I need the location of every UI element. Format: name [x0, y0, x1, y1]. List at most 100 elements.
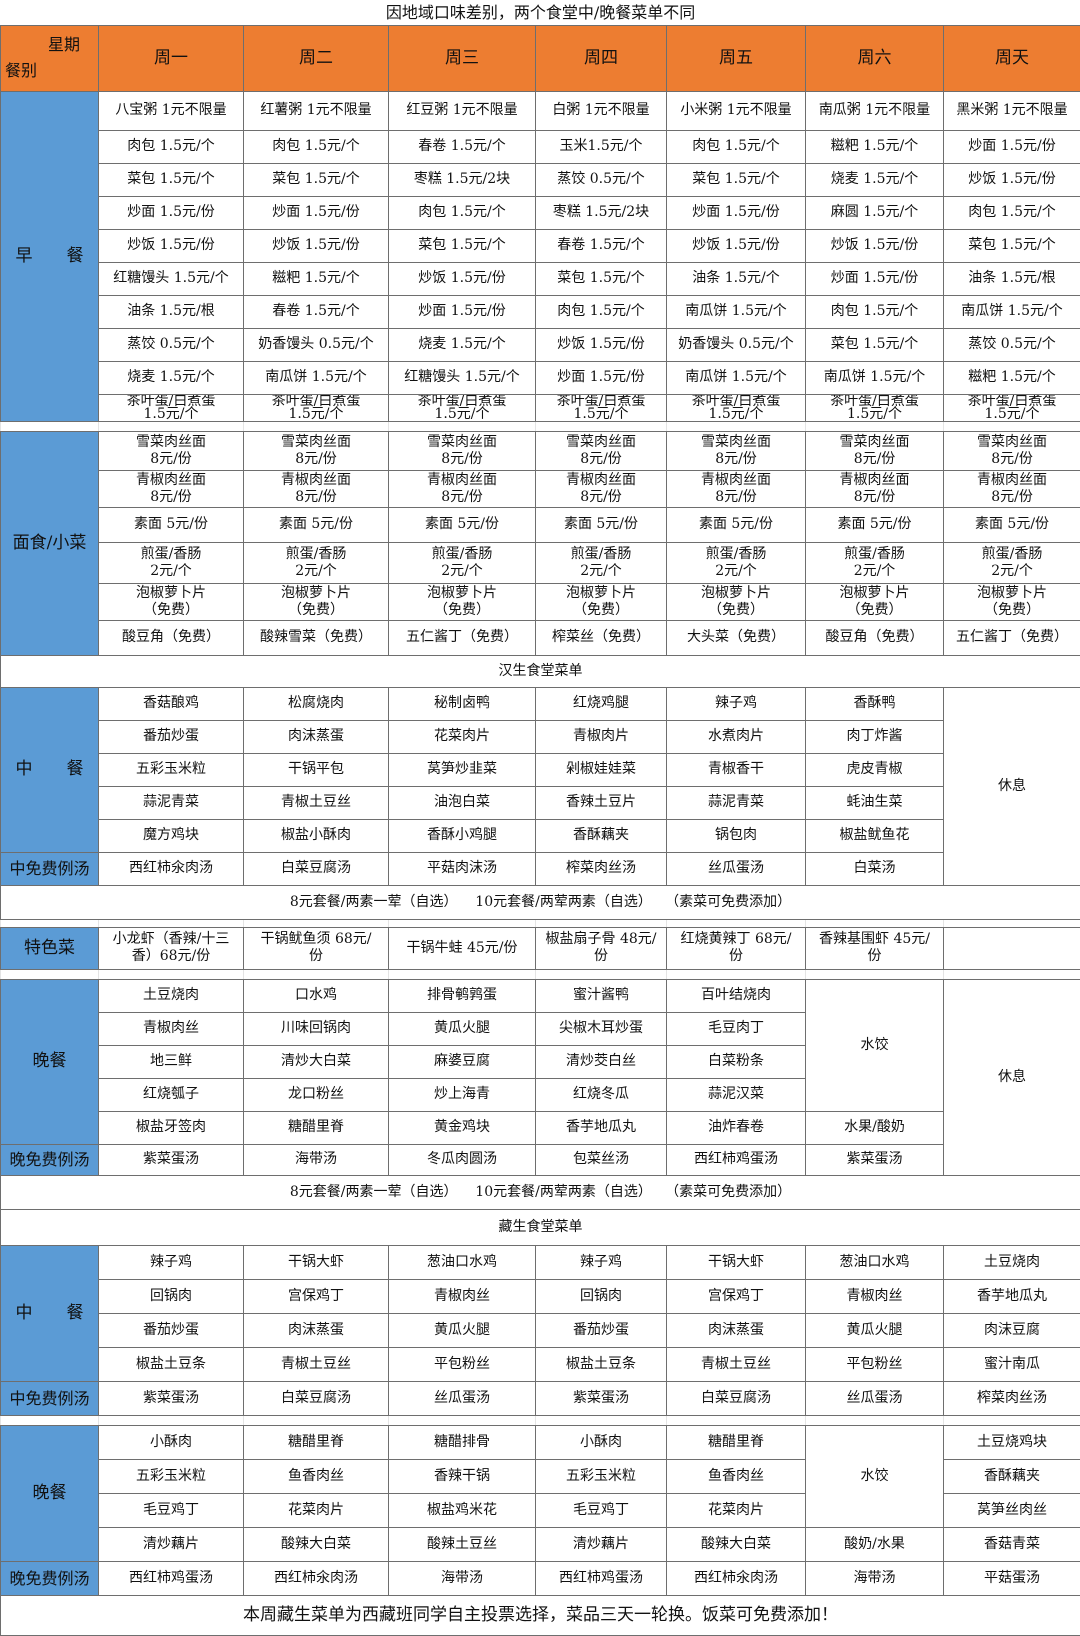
- noodle-item: 雪菜肉丝面 8元/份: [806, 431, 944, 470]
- noodle-item: 泡椒萝卜片 （免费）: [667, 583, 806, 620]
- breakfast-item: 菜包 1.5元/个: [99, 163, 244, 196]
- dinner-dish: 椒盐牙签肉: [99, 1111, 244, 1144]
- table-row: 蒜泥青菜青椒土豆丝油泡白菜香辣土豆片蒜泥青菜蚝油生菜: [1, 786, 1080, 819]
- dinner-dish: 排骨鹌鹑蛋: [389, 979, 536, 1012]
- lunch-dish: 香酥藕夹: [536, 819, 667, 852]
- table-row: 本周藏生菜单为西藏班同学自主投票选择，菜品三天一轮换。饭菜可免费添加！: [1, 1595, 1080, 1635]
- breakfast-item: 炒面 1.5元/份: [536, 361, 667, 394]
- dinner-dish: 土豆烧鸡块: [944, 1425, 1080, 1459]
- noodle-item: 青椒肉丝面 8元/份: [244, 470, 389, 507]
- lunch-dish: 蒜泥青菜: [99, 786, 244, 819]
- lunch-dish: 香酥鸭: [806, 687, 944, 720]
- breakfast-item: 茶叶蛋/白煮蛋 1.5元/个: [244, 394, 389, 421]
- lunch-dish: 油泡白菜: [389, 786, 536, 819]
- spacer-cell: [244, 919, 389, 927]
- spacer-cell: [1, 421, 99, 431]
- breakfast-item: 春卷 1.5元/个: [244, 295, 389, 328]
- noodle-item: 素面 5元/份: [944, 507, 1080, 542]
- noodle-item: 五仁酱丁（免费）: [944, 620, 1080, 655]
- table-row: 特色菜小龙虾（香辣/十三 香）68元/份干锅鱿鱼须 68元/ 份干锅牛蛙 45元…: [1, 927, 1080, 969]
- table-row: 番茄炒蛋肉沫蒸蛋黄瓜火腿番茄炒蛋肉沫蒸蛋黄瓜火腿肉沫豆腐: [1, 1313, 1080, 1347]
- dinner-dish: 龙口粉丝: [244, 1078, 389, 1111]
- table-row: 炒饭 1.5元/份炒饭 1.5元/份菜包 1.5元/个春卷 1.5元/个炒饭 1…: [1, 229, 1080, 262]
- lunch-soup-label: 中免费例汤: [1, 1381, 99, 1415]
- breakfast-item: 菜包 1.5元/个: [944, 229, 1080, 262]
- breakfast-item: 南瓜饼 1.5元/个: [667, 361, 806, 394]
- dinner-dish: 香芋地瓜丸: [536, 1111, 667, 1144]
- dinner-dish: 清炒藕片: [536, 1527, 667, 1561]
- dinner-dish: 花菜肉片: [667, 1493, 806, 1527]
- breakfast-item: 红糖馒头 1.5元/个: [99, 262, 244, 295]
- meal-axis-label: 餐别: [5, 62, 37, 79]
- breakfast-item: 糍粑 1.5元/个: [244, 262, 389, 295]
- noodle-item: 泡椒萝卜片 （免费）: [806, 583, 944, 620]
- breakfast-item: 炒饭 1.5元/份: [667, 229, 806, 262]
- noodle-item: 雪菜肉丝面 8元/份: [389, 431, 536, 470]
- table-row: 8元套餐/两素一荤（自选） 10元套餐/两荤两素（自选） （素菜可免费添加）: [1, 1175, 1080, 1209]
- table-row: 中免费例汤西红柿氽肉汤白菜豆腐汤平菇肉沫汤榨菜肉丝汤丝瓜蛋汤白菜汤: [1, 852, 1080, 885]
- noodle-item: 素面 5元/份: [667, 507, 806, 542]
- spacer-cell: [944, 421, 1080, 431]
- table-row: 回锅肉宫保鸡丁青椒肉丝回锅肉宫保鸡丁青椒肉丝香芋地瓜丸: [1, 1279, 1080, 1313]
- spacer-cell: [667, 919, 806, 927]
- breakfast-item: 糍粑 1.5元/个: [944, 361, 1080, 394]
- spacer-cell: [1, 1415, 99, 1425]
- noodle-item: 酸辣雪菜（免费）: [244, 620, 389, 655]
- lunch-soup: 丝瓜蛋汤: [806, 1381, 944, 1415]
- lunch-soup: 白菜豆腐汤: [244, 852, 389, 885]
- weekday-axis-label: 星期: [48, 36, 80, 53]
- dinner-soup: 西红柿鸡蛋汤: [667, 1144, 806, 1175]
- table-row: 晚免费例汤西红柿鸡蛋汤西红柿氽肉汤海带汤西红柿鸡蛋汤西红柿氽肉汤海带汤平菇蛋汤: [1, 1561, 1080, 1595]
- noodle-item: 五仁酱丁（免费）: [389, 620, 536, 655]
- noodle-item: 榨菜丝（免费）: [536, 620, 667, 655]
- table-row: 8元套餐/两素一荤（自选） 10元套餐/两荤两素（自选） （素菜可免费添加）: [1, 885, 1080, 919]
- breakfast-item: 肉包 1.5元/个: [389, 196, 536, 229]
- lunch-soup: 白菜豆腐汤: [244, 1381, 389, 1415]
- table-row: 素面 5元/份素面 5元/份素面 5元/份素面 5元/份素面 5元/份素面 5元…: [1, 507, 1080, 542]
- dinner-dish: 土豆烧肉: [99, 979, 244, 1012]
- dinner-soup-label: 晚免费例汤: [1, 1561, 99, 1595]
- table-row: 晚餐土豆烧肉口水鸡排骨鹌鹑蛋蜜汁酱鸭百叶结烧肉水饺休息: [1, 979, 1080, 1012]
- breakfast-item: 炒面 1.5元/份: [944, 130, 1080, 163]
- zangsheng-section-title: 藏生食堂菜单: [1, 1209, 1080, 1245]
- lunch-dish: 干锅大虾: [244, 1245, 389, 1279]
- lunch-dish: 剁椒娃娃菜: [536, 753, 667, 786]
- breakfast-item: 肉包 1.5元/个: [536, 295, 667, 328]
- dinner-dish: 红烧瓠子: [99, 1078, 244, 1111]
- dinner-dish: 炒上海青: [389, 1078, 536, 1111]
- dinner-dish: 黄金鸡块: [389, 1111, 536, 1144]
- noodle-item: 酸豆角（免费）: [806, 620, 944, 655]
- lunch-dish: 魔方鸡块: [99, 819, 244, 852]
- spacer-cell: [99, 919, 244, 927]
- dinner-dish: 香菇青菜: [944, 1527, 1080, 1561]
- dinner-dish: 小酥肉: [536, 1425, 667, 1459]
- table-row: 椒盐土豆条青椒土豆丝平包粉丝椒盐土豆条青椒土豆丝平包粉丝蜜汁南瓜: [1, 1347, 1080, 1381]
- breakfast-item: 炒面 1.5元/份: [99, 196, 244, 229]
- lunch-dish: 蚝油生菜: [806, 786, 944, 819]
- spacer-cell: [806, 919, 944, 927]
- spacer-cell: [389, 919, 536, 927]
- special-dish: 干锅鱿鱼须 68元/ 份: [244, 927, 389, 969]
- lunch-dish: 肉沫豆腐: [944, 1313, 1080, 1347]
- table-row: 茶叶蛋/白煮蛋 1.5元/个茶叶蛋/白煮蛋 1.5元/个茶叶蛋/白煮蛋 1.5元…: [1, 394, 1080, 421]
- dinner-dish: 毛豆鸡丁: [99, 1493, 244, 1527]
- breakfast-item: 肉包 1.5元/个: [806, 295, 944, 328]
- lunch-dish: 椒盐小酥肉: [244, 819, 389, 852]
- spacer-cell: [806, 969, 944, 979]
- noodle-item: 煎蛋/香肠 2元/个: [944, 542, 1080, 583]
- lunch-soup: 平菇肉沫汤: [389, 852, 536, 885]
- table-row: 酸豆角（免费）酸辣雪菜（免费）五仁酱丁（免费）榨菜丝（免费）大头菜（免费）酸豆角…: [1, 620, 1080, 655]
- table-row: 红糖馒头 1.5元/个糍粑 1.5元/个炒饭 1.5元/份菜包 1.5元/个油条…: [1, 262, 1080, 295]
- breakfast-item: 小米粥 1元不限量: [667, 91, 806, 130]
- breakfast-item: 菜包 1.5元/个: [806, 328, 944, 361]
- dinner-soup: 包菜丝汤: [536, 1144, 667, 1175]
- spacer-cell: [99, 421, 244, 431]
- breakfast-item: 菜包 1.5元/个: [389, 229, 536, 262]
- spacer-cell: [244, 421, 389, 431]
- lunch-soup: 紫菜蛋汤: [99, 1381, 244, 1415]
- breakfast-item: 枣糕 1.5元/2块: [389, 163, 536, 196]
- lunch-dish: 黄瓜火腿: [389, 1313, 536, 1347]
- dinner-soup: 平菇蛋汤: [944, 1561, 1080, 1595]
- special-dish: 红烧黄辣丁 68元/ 份: [667, 927, 806, 969]
- dinner-dish: 酸辣大白菜: [244, 1527, 389, 1561]
